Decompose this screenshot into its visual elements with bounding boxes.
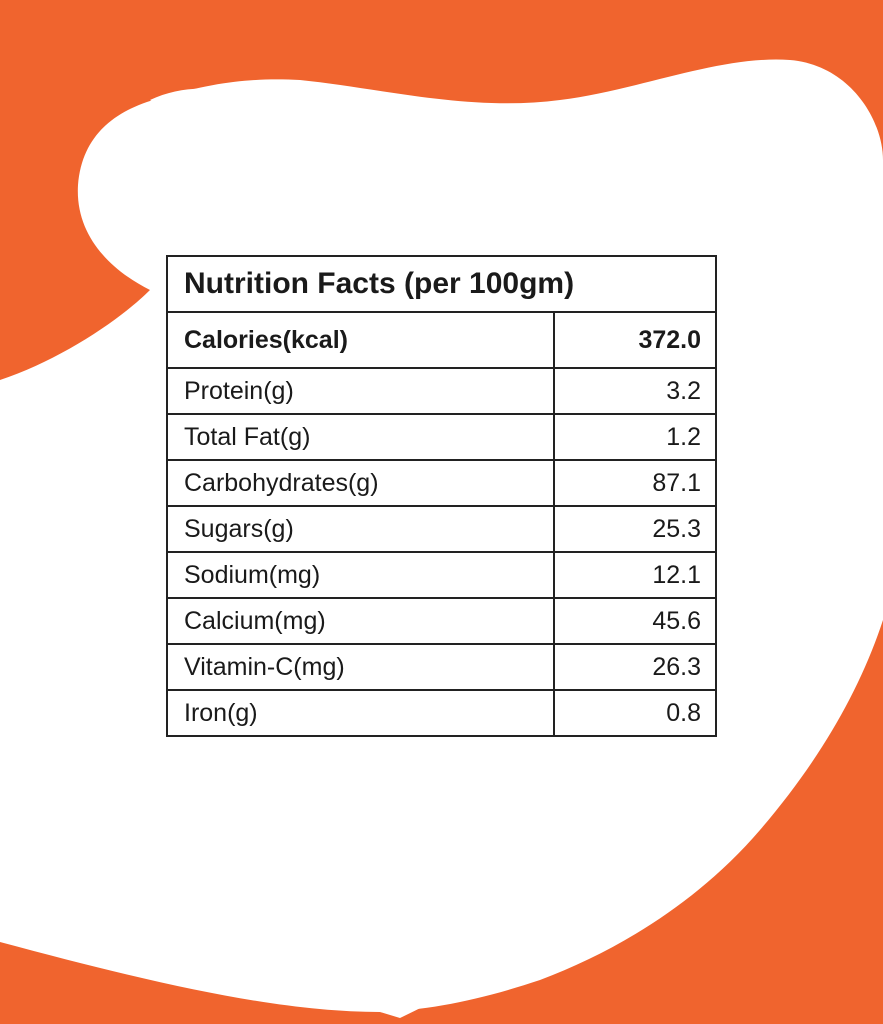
table-row: Iron(g) 0.8 [165, 689, 717, 737]
calories-row: Calories(kcal) 372.0 [165, 311, 717, 369]
table-row: Sodium(mg) 12.1 [165, 551, 717, 599]
nutrient-label: Sugars(g) [165, 505, 556, 553]
nutrient-value: 0.8 [553, 689, 717, 737]
top-splash-droplet [150, 88, 238, 115]
bottom-splash-droplet [584, 802, 598, 817]
table-row: Total Fat(g) 1.2 [165, 413, 717, 461]
bottom-splash-droplet [633, 803, 670, 847]
table-title: Nutrition Facts (per 100gm) [166, 255, 717, 313]
nutrient-label: Protein(g) [165, 367, 556, 415]
nutrient-value: 87.1 [553, 459, 717, 507]
bottom-splash-streak [380, 844, 622, 1018]
nutrient-label: Iron(g) [165, 689, 556, 737]
nutrient-value: 1.2 [553, 413, 717, 461]
table-row: Carbohydrates(g) 87.1 [165, 459, 717, 507]
table-row: Sugars(g) 25.3 [165, 505, 717, 553]
table-title-row: Nutrition Facts (per 100gm) [166, 255, 717, 313]
table-row: Calcium(mg) 45.6 [165, 597, 717, 645]
top-splash-droplet [225, 112, 239, 144]
nutrient-value: 26.3 [553, 643, 717, 691]
nutrient-label: Total Fat(g) [165, 413, 556, 461]
nutrient-label: Vitamin-C(mg) [165, 643, 556, 691]
nutrient-value: 45.6 [553, 597, 717, 645]
nutrient-label: Calcium(mg) [165, 597, 556, 645]
bottom-splash-droplet [599, 802, 626, 831]
table-row: Protein(g) 3.2 [165, 367, 717, 415]
table-row: Vitamin-C(mg) 26.3 [165, 643, 717, 691]
nutrient-value: 12.1 [553, 551, 717, 599]
nutrient-label: Sodium(mg) [165, 551, 556, 599]
top-splash-droplet [257, 84, 310, 143]
nutrition-facts-table: Nutrition Facts (per 100gm) Calories(kca… [165, 255, 717, 737]
nutrient-value: 25.3 [553, 505, 717, 553]
calories-value: 372.0 [553, 311, 717, 369]
calories-label: Calories(kcal) [165, 311, 556, 369]
nutrient-label: Carbohydrates(g) [165, 459, 556, 507]
nutrient-value: 3.2 [553, 367, 717, 415]
bottom-splash-streak [552, 814, 708, 942]
